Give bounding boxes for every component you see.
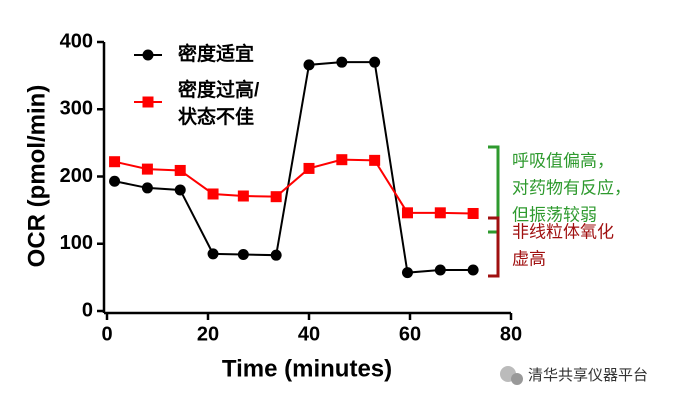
point: [109, 175, 121, 187]
legend-marker: [142, 96, 154, 108]
point: [401, 207, 413, 219]
x-tick-label: 60: [399, 323, 421, 345]
y-tick-label: 300: [60, 98, 93, 120]
point: [434, 264, 446, 276]
annotation: 虚高: [512, 249, 546, 268]
y-tick-label: 400: [60, 30, 93, 52]
annotation: 呼吸值偏高，: [512, 151, 614, 170]
point: [141, 163, 153, 175]
bracket: [488, 145, 500, 234]
x-tick-label: 0: [101, 323, 112, 345]
annotation: 非线粒体氧化: [512, 222, 614, 241]
x-axis-label: Time (minutes): [222, 355, 392, 382]
point: [270, 191, 282, 203]
point: [336, 56, 348, 68]
watermark-icon: [500, 366, 523, 385]
point: [174, 164, 186, 176]
point: [369, 154, 381, 166]
legend-label: 密度过高/状态不佳: [178, 78, 260, 128]
y-tick-label: 100: [60, 232, 93, 254]
point: [369, 56, 381, 68]
x-tick-label: 20: [197, 323, 219, 345]
point: [336, 154, 348, 166]
annotation: 但振荡较弱: [512, 205, 597, 224]
point: [207, 248, 219, 260]
y-tick-label: 0: [82, 299, 93, 321]
point: [270, 249, 282, 261]
point: [467, 264, 479, 276]
annotation: 对药物有反应，: [512, 178, 631, 197]
legend-label: 密度适宜: [178, 42, 254, 65]
point: [303, 59, 315, 71]
point: [401, 267, 413, 279]
x-tick-label: 80: [500, 323, 522, 345]
series-line: [114, 158, 474, 215]
point: [237, 249, 249, 261]
bracket: [488, 216, 500, 278]
point: [174, 184, 186, 196]
legend-marker: [142, 49, 154, 61]
point: [434, 207, 446, 219]
point: [109, 156, 121, 168]
y-axis-label: OCR (pmol/min): [23, 85, 50, 268]
point: [141, 182, 153, 194]
x-tick-label: 40: [298, 323, 320, 345]
point: [207, 188, 219, 200]
watermark: 清华共享仪器平台: [528, 367, 648, 384]
point: [303, 162, 315, 174]
series-line: [114, 61, 474, 274]
point: [467, 207, 479, 219]
y-tick-label: 200: [60, 165, 93, 187]
point: [237, 190, 249, 202]
